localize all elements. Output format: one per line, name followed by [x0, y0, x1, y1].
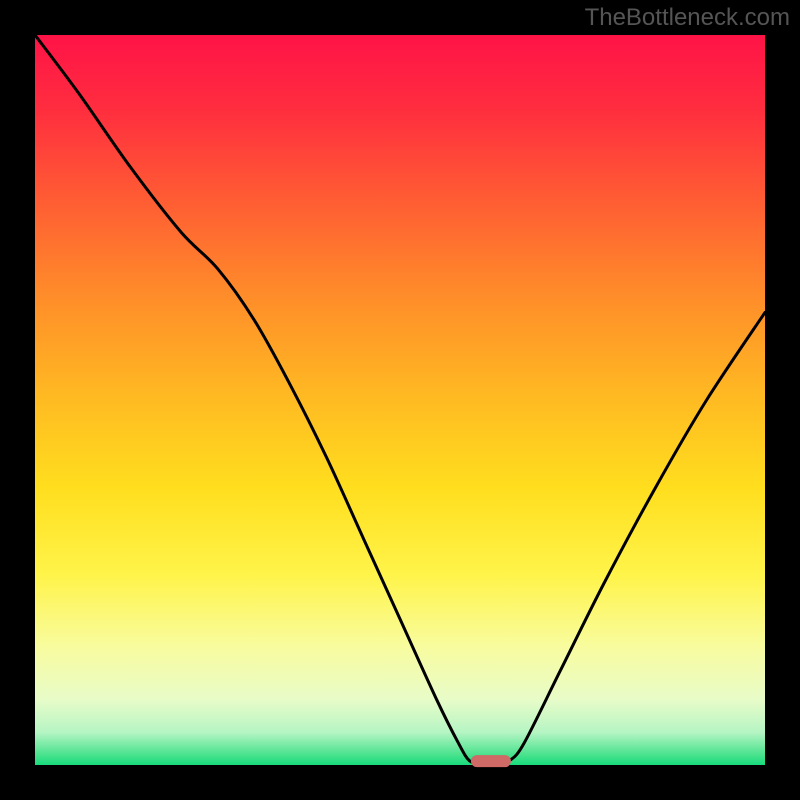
optimal-marker [471, 756, 511, 768]
chart-stage: TheBottleneck.com [0, 0, 800, 800]
watermark-text: TheBottleneck.com [585, 4, 790, 32]
plot-area [35, 35, 765, 765]
bottleneck-curve [35, 35, 765, 765]
